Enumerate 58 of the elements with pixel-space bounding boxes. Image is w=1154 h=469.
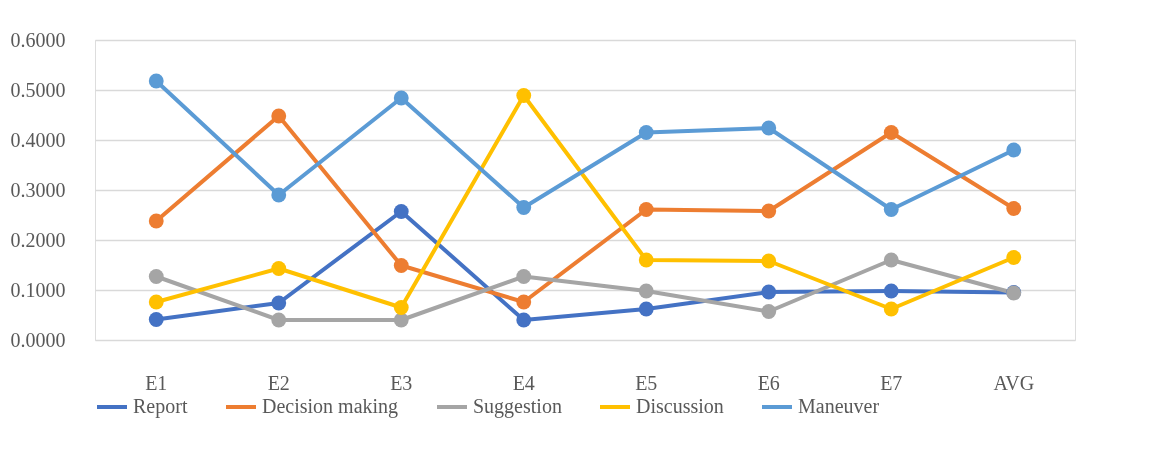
point	[148, 213, 164, 229]
point	[761, 304, 777, 319]
x-tick-label: E7	[880, 372, 903, 394]
point	[393, 258, 409, 273]
y-tick-label: 0.1000	[10, 278, 66, 301]
point	[271, 312, 287, 328]
point	[148, 269, 164, 284]
y-tick-label: 0.2000	[10, 228, 66, 251]
point	[638, 252, 654, 268]
point	[638, 301, 654, 317]
point	[883, 202, 899, 217]
y-tick-label: 0.5000	[10, 78, 66, 101]
point	[516, 200, 532, 215]
legend-label: Report	[133, 395, 188, 418]
point	[761, 120, 777, 136]
legend-label: Suggestion	[473, 395, 562, 418]
point	[1006, 142, 1022, 158]
point	[883, 125, 899, 140]
x-tick-label: E2	[267, 372, 290, 394]
x-tick-label: E1	[145, 372, 168, 394]
point	[393, 312, 409, 328]
x-tick-label: AVG	[993, 372, 1035, 394]
point	[1006, 201, 1022, 216]
point	[516, 294, 532, 310]
point	[393, 204, 409, 219]
point	[148, 73, 164, 89]
legend-label: Decision making	[262, 395, 399, 418]
point	[271, 261, 287, 276]
point	[148, 294, 164, 310]
point	[271, 108, 287, 124]
legend-label: Discussion	[636, 395, 724, 417]
point	[883, 283, 899, 299]
point	[516, 312, 532, 328]
point	[638, 125, 654, 140]
legend-label: Maneuver	[798, 395, 880, 417]
y-tick-label: 0.4000	[10, 128, 66, 151]
point	[516, 88, 532, 103]
point	[393, 90, 409, 106]
x-tick-label: E6	[757, 372, 780, 394]
point	[761, 203, 777, 219]
point	[271, 187, 287, 203]
point	[761, 253, 777, 269]
x-tick-label: E4	[512, 372, 535, 394]
y-tick-label: 0.3000	[10, 178, 66, 201]
y-tick-label: 0.0000	[10, 328, 66, 351]
point	[393, 300, 409, 315]
point	[1006, 250, 1022, 265]
x-tick-label: E5	[635, 372, 658, 394]
point	[638, 283, 654, 299]
point	[271, 295, 287, 311]
y-tick-label: 0.6000	[10, 28, 66, 51]
point	[516, 269, 532, 284]
point	[761, 284, 777, 300]
point	[883, 252, 899, 268]
point	[148, 312, 164, 327]
x-tick-label: E3	[390, 372, 413, 394]
point	[883, 301, 899, 317]
point	[638, 202, 654, 217]
